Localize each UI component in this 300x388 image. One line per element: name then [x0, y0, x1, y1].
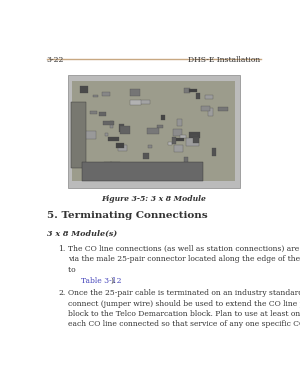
Text: Once the 25-pair cable is terminated on an industry standard 66M1-50 block, cros: Once the 25-pair cable is terminated on … — [68, 289, 300, 328]
FancyBboxPatch shape — [82, 161, 202, 181]
FancyBboxPatch shape — [71, 102, 86, 168]
FancyBboxPatch shape — [116, 143, 124, 148]
FancyBboxPatch shape — [168, 142, 172, 145]
Text: Table 3-12: Table 3-12 — [80, 277, 121, 285]
Text: Figure 3-5: 3 x 8 Module: Figure 3-5: 3 x 8 Module — [101, 195, 206, 203]
FancyBboxPatch shape — [102, 92, 110, 96]
FancyBboxPatch shape — [130, 100, 141, 105]
FancyBboxPatch shape — [161, 115, 165, 120]
FancyBboxPatch shape — [83, 131, 96, 139]
FancyBboxPatch shape — [200, 106, 211, 111]
Text: 1.: 1. — [58, 245, 66, 253]
Text: 5. Terminating Connections: 5. Terminating Connections — [47, 211, 207, 220]
FancyBboxPatch shape — [72, 81, 235, 181]
FancyBboxPatch shape — [80, 87, 88, 94]
FancyBboxPatch shape — [172, 137, 176, 144]
FancyBboxPatch shape — [190, 133, 198, 137]
FancyBboxPatch shape — [174, 146, 183, 152]
Text: ).: ). — [111, 277, 116, 285]
FancyBboxPatch shape — [104, 161, 112, 165]
FancyBboxPatch shape — [120, 126, 130, 134]
FancyBboxPatch shape — [110, 162, 120, 165]
FancyBboxPatch shape — [184, 88, 190, 93]
FancyBboxPatch shape — [177, 119, 182, 126]
FancyBboxPatch shape — [99, 111, 106, 116]
FancyBboxPatch shape — [118, 146, 127, 151]
FancyBboxPatch shape — [147, 128, 159, 134]
FancyBboxPatch shape — [184, 157, 188, 165]
FancyBboxPatch shape — [143, 153, 148, 159]
FancyBboxPatch shape — [218, 107, 228, 111]
FancyBboxPatch shape — [189, 132, 200, 139]
FancyBboxPatch shape — [208, 108, 213, 116]
Text: 2.: 2. — [58, 289, 66, 297]
Text: DHS-E Installation: DHS-E Installation — [188, 56, 261, 64]
FancyBboxPatch shape — [189, 89, 197, 92]
FancyBboxPatch shape — [140, 100, 150, 104]
FancyBboxPatch shape — [157, 125, 163, 128]
FancyBboxPatch shape — [103, 121, 114, 125]
FancyBboxPatch shape — [105, 133, 108, 136]
FancyBboxPatch shape — [206, 95, 213, 99]
Text: 3 x 8 Module(s): 3 x 8 Module(s) — [47, 229, 117, 237]
FancyBboxPatch shape — [108, 137, 119, 141]
Text: 3-22: 3-22 — [47, 56, 64, 64]
FancyBboxPatch shape — [90, 111, 98, 114]
FancyBboxPatch shape — [110, 121, 113, 128]
FancyBboxPatch shape — [130, 89, 140, 96]
FancyBboxPatch shape — [186, 138, 199, 146]
FancyBboxPatch shape — [180, 135, 186, 138]
FancyBboxPatch shape — [106, 170, 116, 176]
FancyBboxPatch shape — [173, 138, 184, 141]
FancyBboxPatch shape — [148, 145, 152, 148]
FancyBboxPatch shape — [193, 137, 199, 143]
Text: The CO line connections (as well as station connections) are made to the 3 x 8 M: The CO line connections (as well as stat… — [68, 245, 300, 274]
FancyBboxPatch shape — [119, 124, 124, 132]
FancyBboxPatch shape — [196, 93, 200, 99]
FancyBboxPatch shape — [93, 95, 98, 97]
FancyBboxPatch shape — [173, 129, 182, 136]
FancyBboxPatch shape — [68, 75, 240, 189]
FancyBboxPatch shape — [212, 148, 216, 156]
